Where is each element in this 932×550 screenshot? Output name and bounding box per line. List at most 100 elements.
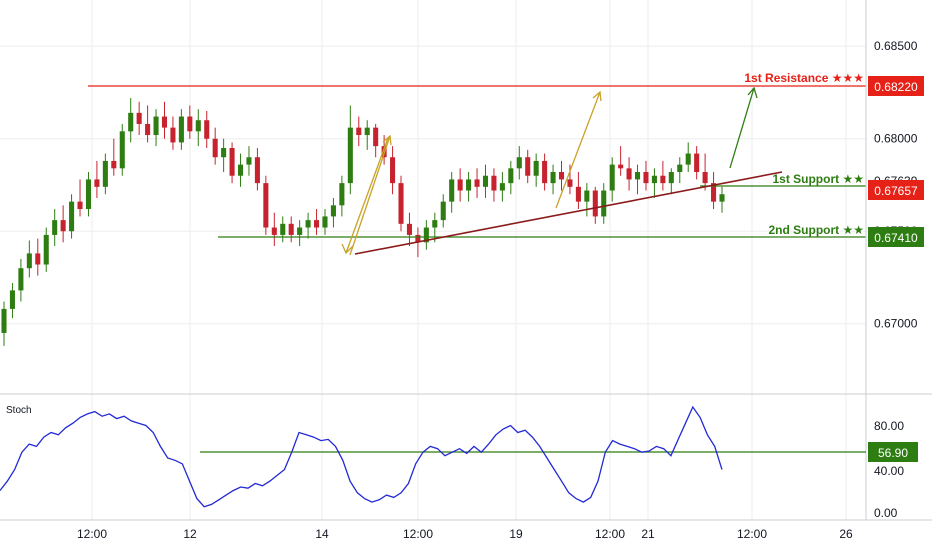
candle-body <box>204 120 210 139</box>
support-1-badge <box>868 180 924 200</box>
support-2-value: 0.67410 <box>874 231 918 245</box>
time-axis[interactable]: 12:00 12 14 12:00 19 12:00 21 12:00 26 <box>77 527 853 541</box>
candle-body <box>85 179 92 210</box>
time-tick-label: 12:00 <box>737 527 767 541</box>
price-tick-label: 0.68000 <box>874 132 918 146</box>
candle-body <box>634 172 641 180</box>
candle-body <box>69 201 75 232</box>
candle-body <box>271 227 277 235</box>
candle-body <box>660 175 666 184</box>
candle-body <box>128 112 134 132</box>
candle-body <box>491 175 497 191</box>
candle-body <box>77 201 83 210</box>
resistance-label-group: 1st Resistance ★★★ 0.68220 <box>744 71 924 96</box>
time-tick-label: 26 <box>839 527 853 541</box>
candle-body <box>212 138 218 158</box>
candle-body <box>229 147 235 176</box>
resistance-badge <box>868 76 924 96</box>
candle-body <box>187 116 193 132</box>
candle-body <box>221 147 227 158</box>
candle-body <box>440 201 446 221</box>
candle-body <box>542 160 548 184</box>
candle-body <box>297 227 303 235</box>
candle-body <box>533 160 539 176</box>
candle-body <box>136 112 142 124</box>
candle-body <box>432 220 438 228</box>
candle-body <box>246 157 252 165</box>
candle-body <box>499 183 505 191</box>
price-tick-label: 0.68500 <box>874 39 918 53</box>
candle-body <box>719 194 725 202</box>
support-2-label: 2nd Support ★★ <box>768 223 864 237</box>
candle-body <box>52 220 58 235</box>
candle-body <box>26 253 32 269</box>
candle-body <box>618 164 624 169</box>
candle-body <box>9 290 15 309</box>
candle-body <box>60 220 66 232</box>
candle-body <box>525 157 531 176</box>
candle-body <box>195 120 201 132</box>
candle-body <box>668 172 674 184</box>
candle-body <box>694 153 700 173</box>
candle-body <box>263 183 269 228</box>
candle-body <box>575 186 581 202</box>
candle-body <box>119 131 125 169</box>
stoch-level-badge <box>868 442 918 462</box>
ascending-trendline[interactable] <box>354 171 783 255</box>
candle-body <box>280 223 286 235</box>
candle-body <box>423 227 429 243</box>
candle-body <box>516 157 522 169</box>
candle-body <box>339 183 345 206</box>
candle-body <box>254 157 260 184</box>
candle-body <box>364 127 370 136</box>
time-tick-label: 12 <box>183 527 197 541</box>
candle-body <box>702 172 708 184</box>
support-1-label-group: 1st Support ★★ 0.67657 <box>772 172 924 200</box>
zigzag-arrow-1 <box>341 134 392 256</box>
candle-body <box>643 172 649 184</box>
candle-body <box>170 127 176 143</box>
candle-body <box>406 223 412 235</box>
candle-body <box>508 168 514 184</box>
stoch-level-value: 56.90 <box>878 446 908 460</box>
candle-body <box>102 160 108 187</box>
price-tick-label: 0.67000 <box>874 317 918 331</box>
time-tick-label: 21 <box>641 527 655 541</box>
candle-body <box>677 164 683 173</box>
time-tick-label: 12:00 <box>77 527 107 541</box>
stoch-pane[interactable]: Stoch 80.00 40.00 0.00 56.90 <box>0 405 918 520</box>
candle-body <box>449 179 455 202</box>
candle-body <box>145 123 151 136</box>
candle-body <box>314 220 320 228</box>
candle-body <box>305 220 311 228</box>
candle-body <box>558 172 565 180</box>
support-1-value: 0.67657 <box>874 184 918 198</box>
candle-body <box>153 116 159 136</box>
support-1-label: 1st Support ★★ <box>772 172 864 186</box>
candle-body <box>474 179 480 187</box>
candle-body <box>711 183 717 202</box>
candle-body <box>322 216 328 228</box>
stoch-title: Stoch <box>6 405 32 416</box>
candle-body <box>111 160 117 169</box>
stoch-tick-40: 40.00 <box>874 464 904 478</box>
drawings <box>88 85 866 256</box>
candle-body <box>288 223 294 235</box>
candle-body <box>685 153 691 165</box>
support-2-label-group: 2nd Support ★★ 0.67410 <box>768 223 924 247</box>
candle-body <box>550 172 556 184</box>
candle-body <box>161 116 168 128</box>
resistance-label: 1st Resistance ★★★ <box>744 71 864 85</box>
candle-body <box>330 205 336 217</box>
stoch-line <box>0 405 723 508</box>
stoch-tick-0: 0.00 <box>874 506 898 520</box>
candle-body <box>457 179 463 191</box>
candle-body <box>347 127 353 184</box>
candle-body <box>373 127 379 147</box>
candle-body <box>356 127 362 136</box>
time-tick-label: 14 <box>315 527 329 541</box>
time-tick-label: 19 <box>509 527 523 541</box>
candle-body <box>609 164 615 191</box>
candle-body <box>415 234 421 243</box>
